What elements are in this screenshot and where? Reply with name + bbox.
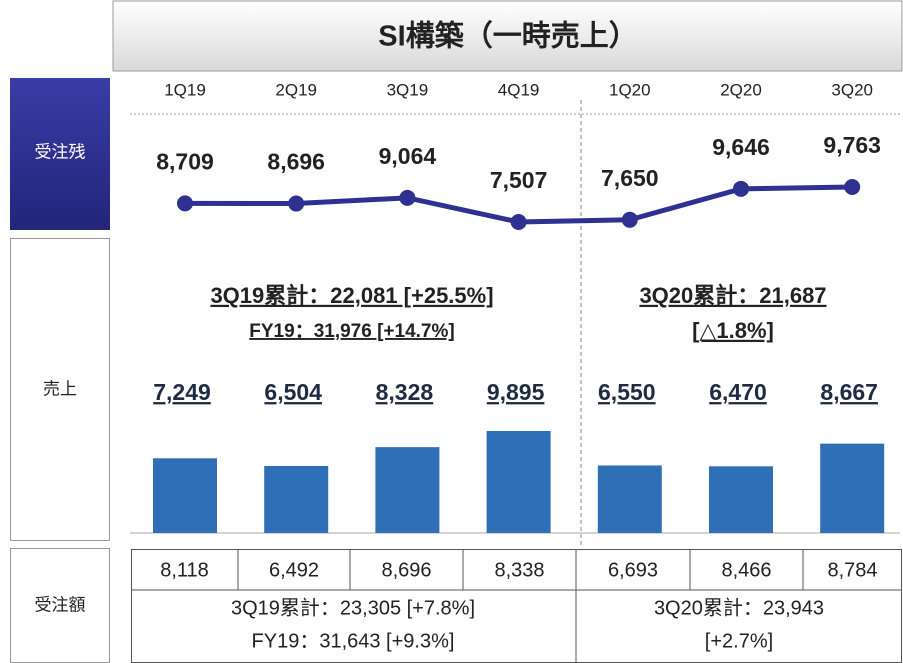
row-label: 受注額: [35, 595, 86, 614]
data-label: 8,328: [376, 379, 434, 405]
data-label: 7,650: [601, 165, 659, 191]
table-summary: 3Q20累計：23,943: [654, 596, 824, 619]
bar: [153, 458, 217, 533]
data-label: 6,550: [598, 379, 656, 405]
marker: [177, 195, 193, 212]
bar: [597, 465, 662, 533]
table-cell: 8,118: [160, 559, 209, 581]
column-header: 2Q19: [275, 80, 317, 99]
row-label: 売上: [43, 379, 77, 398]
table-summary: FY19：31,643 [+9.3%]: [252, 630, 455, 652]
marker: [510, 214, 527, 230]
marker: [844, 179, 861, 195]
data-label: 9,064: [379, 143, 437, 169]
column-header: 2Q20: [720, 80, 762, 99]
column-header: 3Q19: [387, 80, 429, 99]
bar: [820, 443, 885, 533]
column-header: 1Q20: [609, 80, 651, 99]
table-cell: 8,338: [494, 559, 544, 581]
title-box: [112, 0, 903, 72]
row-label-box: [10, 78, 110, 230]
annotation: 3Q19累計：22,081 [+25.5%]: [210, 283, 493, 308]
data-label: 8,696: [267, 149, 325, 175]
table-cell: 8,784: [827, 559, 877, 581]
column-header: 4Q19: [498, 80, 540, 99]
table-cell: 6,492: [269, 559, 319, 581]
data-label: 9,763: [823, 132, 881, 158]
bar: [264, 465, 329, 533]
table-cell: 6,693: [608, 559, 658, 581]
data-label: 6,470: [709, 379, 767, 405]
data-label: 9,895: [487, 379, 545, 405]
bar: [486, 431, 551, 533]
row-label: 受注残: [35, 142, 86, 161]
row-label-box: [10, 548, 110, 663]
column-header: 3Q20: [831, 80, 873, 99]
table-cell: 8,696: [381, 559, 431, 581]
data-label: 7,507: [490, 167, 548, 193]
bar: [709, 466, 773, 533]
bar: [375, 447, 440, 533]
marker: [733, 180, 749, 197]
marker: [288, 195, 305, 212]
annotation: 3Q20累計：21,687: [639, 283, 826, 308]
data-label: 7,249: [153, 379, 211, 405]
title: SI構築（一時売上）: [378, 19, 637, 53]
data-label: 9,646: [712, 134, 770, 160]
row-label-box: [10, 238, 110, 541]
table-cell: 8,466: [721, 559, 771, 581]
table-summary: [+2.7%]: [705, 630, 773, 652]
data-label: 6,504: [264, 379, 322, 405]
data-label: 8,667: [820, 379, 878, 405]
column-header: 1Q19: [164, 80, 206, 99]
annotation: [△1.8%]: [692, 318, 774, 343]
marker: [399, 189, 416, 206]
annotation: FY19：31,976 [+14.7%]: [249, 321, 454, 342]
data-label: 8,709: [156, 148, 214, 174]
table-summary: 3Q19累計：23,305 [+7.8%]: [231, 596, 475, 619]
marker: [621, 211, 638, 228]
